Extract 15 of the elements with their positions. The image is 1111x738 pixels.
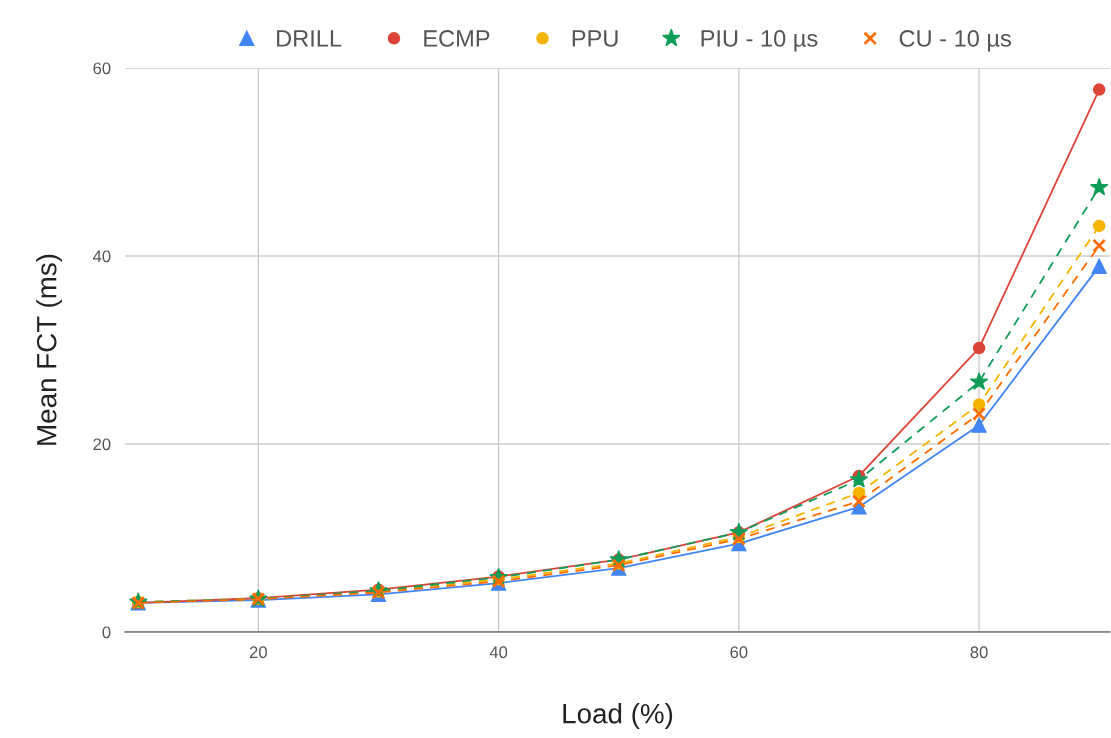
y-tick-label: 60 — [93, 62, 111, 75]
legend-label: PIU - 10 µs — [701, 30, 818, 52]
legend-label: ECMP — [424, 30, 490, 47]
x-tick-label: 20 — [249, 646, 267, 659]
y-tick-label: 40 — [92, 250, 111, 263]
x-axis-title: Load (%) — [563, 703, 673, 729]
y-axis-title: Mean FCT (ms) — [36, 254, 63, 445]
legend-label: DRILL — [277, 30, 342, 47]
legend-label: CU - 10 µs — [899, 30, 1011, 52]
x-tick-label: 40 — [489, 646, 508, 659]
x-tick-label: 80 — [970, 646, 988, 659]
x-tick-label: 60 — [730, 646, 748, 659]
legend-label: PPU — [572, 30, 618, 47]
y-tick-label: 20 — [93, 438, 111, 451]
y-tick-label: 0 — [102, 626, 111, 639]
